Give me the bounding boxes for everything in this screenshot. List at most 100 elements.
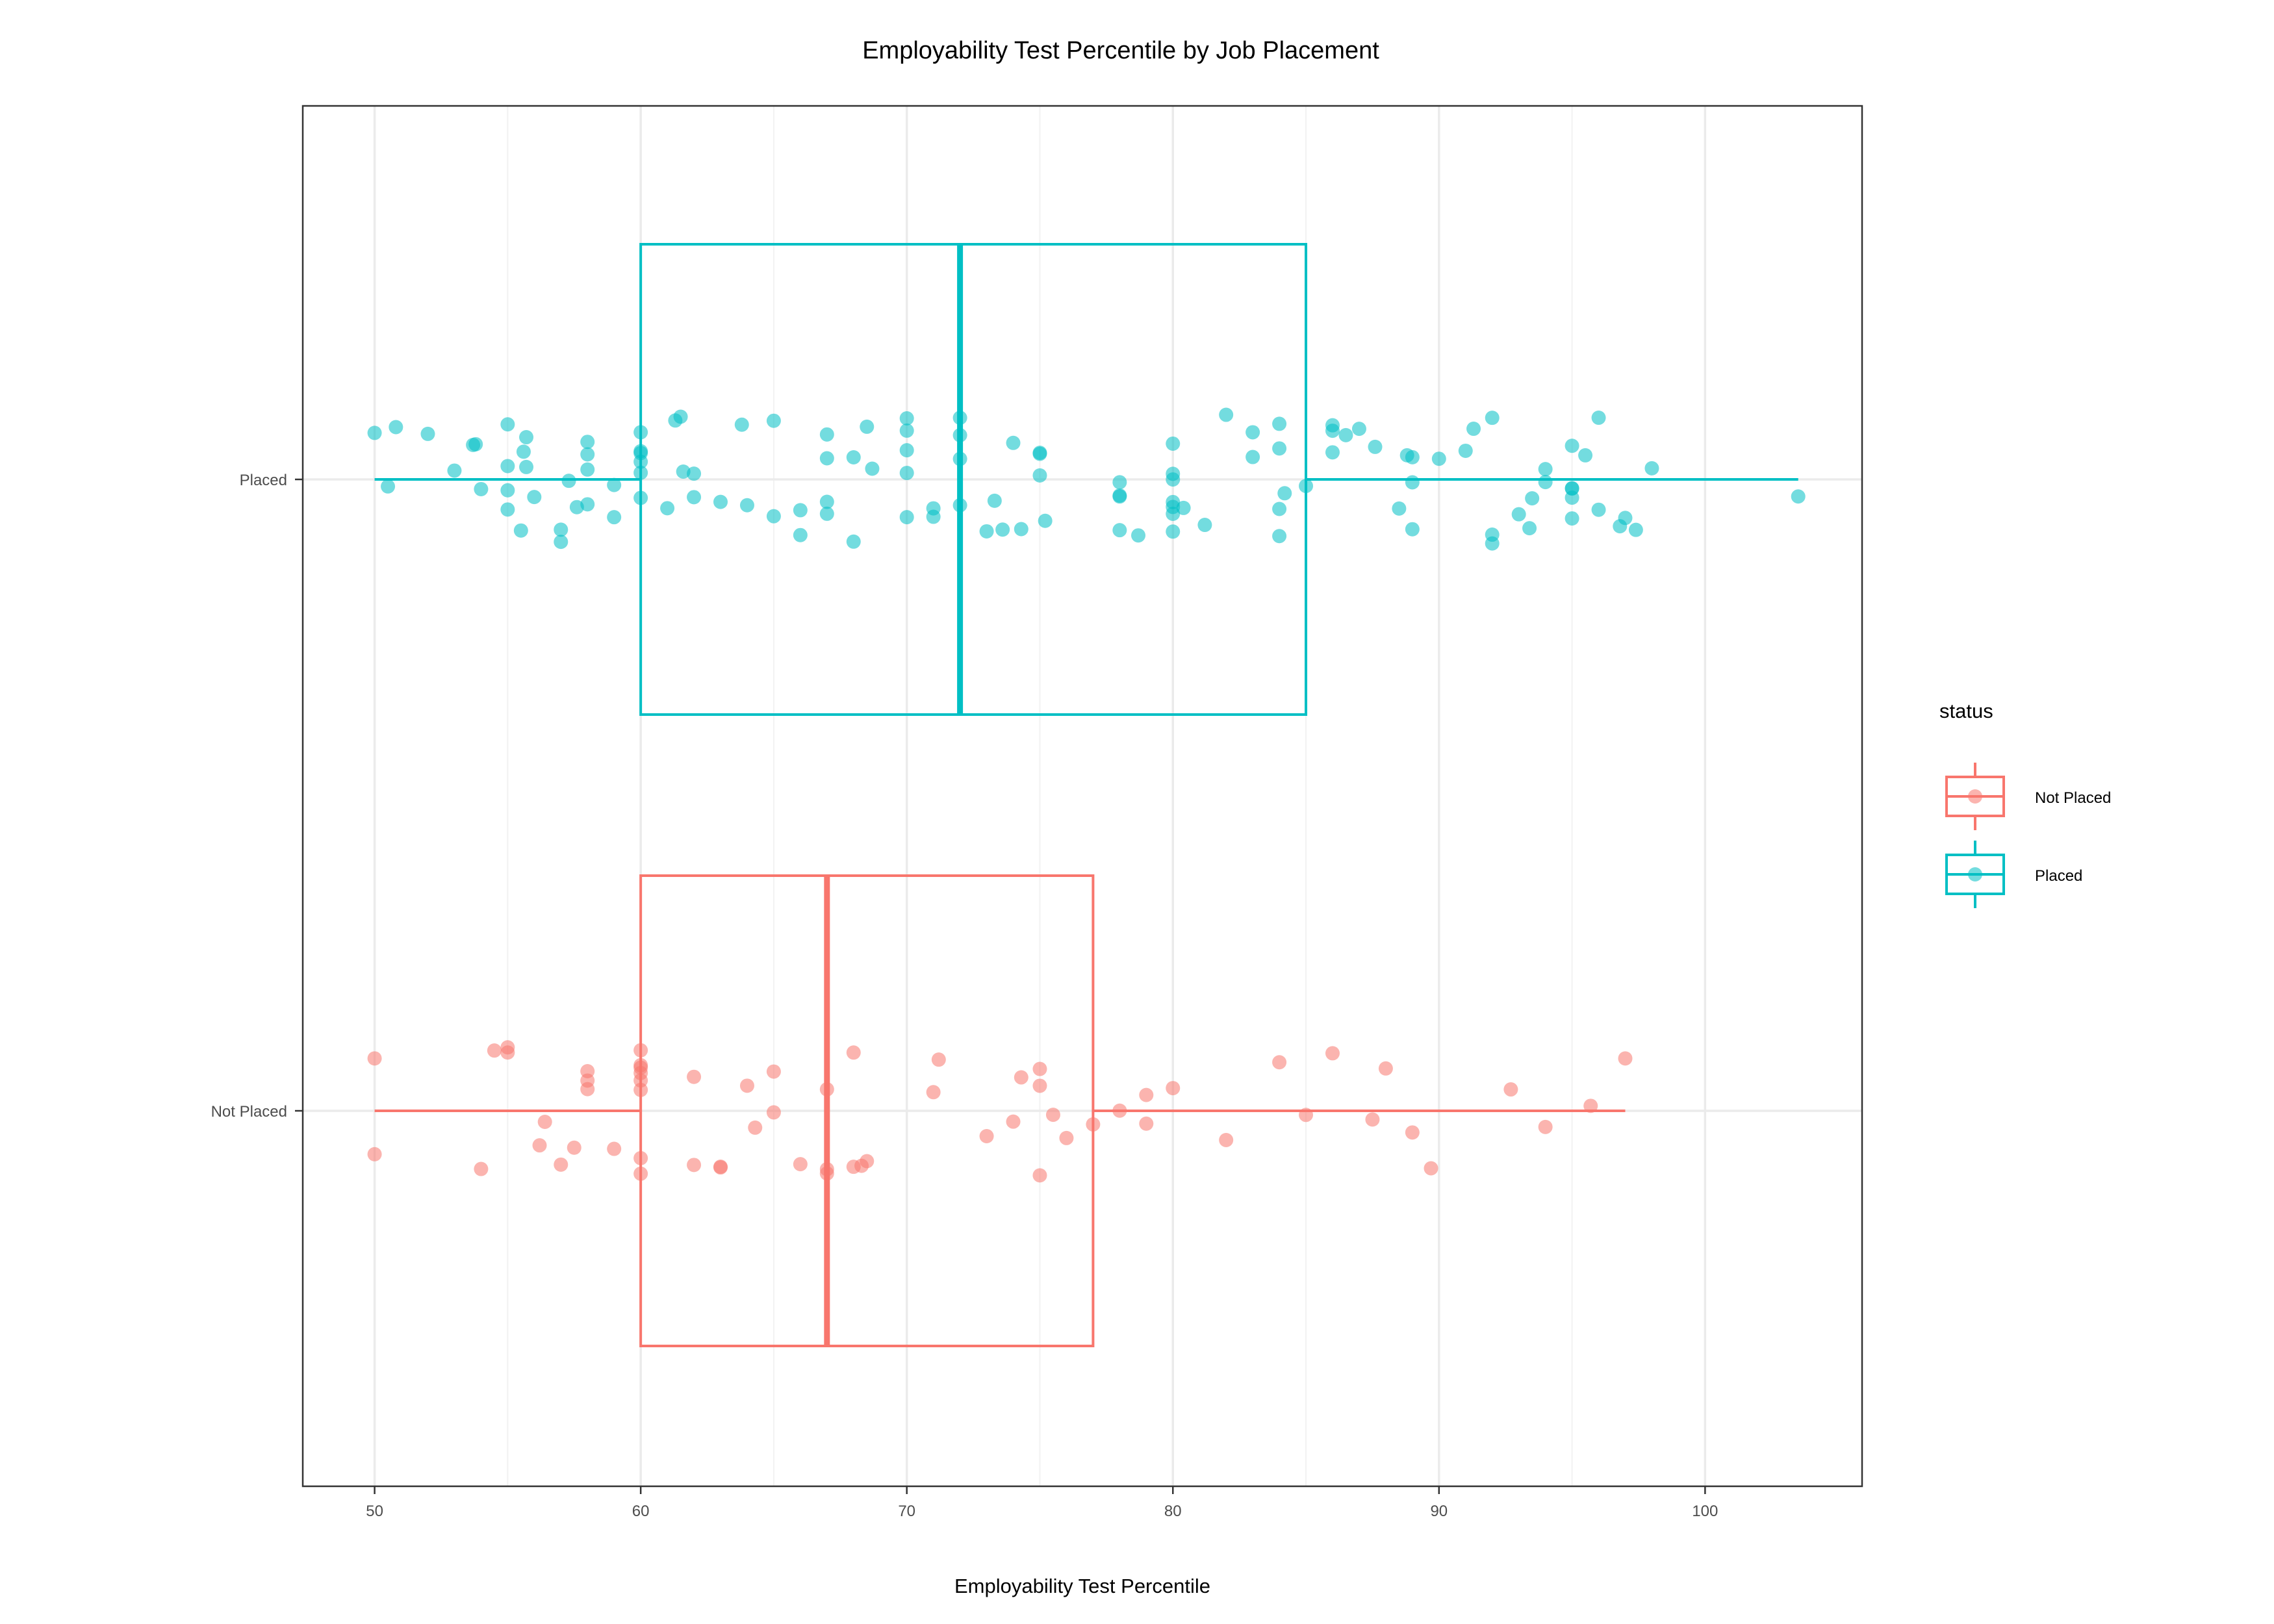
data-point — [1325, 1046, 1340, 1061]
data-point — [713, 1160, 728, 1175]
data-point — [676, 464, 691, 479]
data-point — [1405, 522, 1420, 537]
data-point — [1365, 1112, 1380, 1127]
x-tick-label: 70 — [898, 1503, 915, 1520]
data-point — [1246, 425, 1260, 440]
data-point — [1525, 491, 1540, 506]
plot-panel — [303, 106, 1862, 1486]
data-point — [580, 1073, 595, 1088]
data-point — [739, 1078, 754, 1093]
data-point — [1351, 422, 1366, 437]
data-point — [1112, 523, 1127, 538]
data-point — [474, 1161, 489, 1176]
data-point — [979, 1129, 994, 1144]
data-point — [1166, 524, 1181, 539]
data-point — [1219, 407, 1234, 422]
data-point — [580, 447, 595, 462]
data-point — [1032, 468, 1047, 483]
data-point — [1272, 529, 1287, 544]
data-point — [500, 502, 515, 517]
data-point — [1006, 435, 1021, 450]
data-point — [979, 524, 994, 539]
data-point — [1166, 500, 1181, 514]
data-point — [860, 1154, 875, 1169]
data-point — [487, 1043, 502, 1058]
data-point — [899, 466, 914, 481]
data-point — [1059, 1130, 1074, 1145]
data-point — [527, 490, 542, 505]
data-point — [567, 1140, 581, 1155]
y-tick-label: Not Placed — [211, 1103, 287, 1121]
data-point — [766, 413, 781, 428]
data-point — [1424, 1161, 1438, 1176]
data-point — [1644, 461, 1659, 476]
data-point — [766, 1064, 781, 1079]
data-point — [532, 1138, 547, 1153]
data-point — [1032, 1078, 1047, 1093]
data-point — [1038, 513, 1053, 528]
data-point — [607, 477, 622, 492]
data-point — [367, 425, 382, 440]
data-point — [793, 527, 808, 542]
legend-key-point — [1968, 867, 1982, 882]
data-point — [1485, 527, 1500, 542]
data-point — [1538, 1119, 1553, 1134]
data-point — [748, 1120, 763, 1135]
data-point — [687, 1158, 702, 1173]
data-point — [516, 444, 531, 459]
data-point — [1485, 411, 1500, 425]
data-point — [819, 506, 834, 521]
data-point — [1583, 1098, 1598, 1113]
data-point — [931, 1052, 946, 1067]
data-point — [899, 423, 914, 438]
data-point — [513, 523, 528, 538]
axes: 50 60 70 80 90 100 Not Placed Placed — [211, 472, 1718, 1520]
data-point — [580, 497, 595, 512]
data-point — [1338, 427, 1353, 442]
data-point — [500, 459, 515, 474]
data-point — [500, 417, 515, 432]
data-point — [420, 426, 435, 441]
data-point — [865, 461, 880, 476]
data-point — [1166, 1081, 1181, 1096]
data-point — [766, 1105, 781, 1120]
data-point — [1538, 475, 1553, 490]
data-point — [580, 462, 595, 477]
data-point — [1219, 1132, 1234, 1147]
data-point — [687, 1069, 702, 1084]
legend-label: Not Placed — [2035, 789, 2111, 807]
data-point — [1272, 416, 1287, 431]
data-point — [500, 1045, 515, 1060]
data-point — [1591, 411, 1606, 425]
data-point — [1578, 448, 1593, 463]
chart-title: Employability Test Percentile by Job Pla… — [862, 37, 1379, 64]
data-point — [1431, 451, 1446, 466]
data-point — [926, 501, 941, 516]
legend-label: Placed — [2035, 867, 2082, 885]
data-point — [1325, 424, 1340, 438]
y-tick-label: Placed — [240, 472, 287, 489]
data-point — [1565, 490, 1579, 505]
data-point — [734, 417, 749, 432]
data-point — [687, 490, 702, 505]
data-point — [860, 419, 875, 434]
data-point — [519, 430, 534, 445]
data-point — [607, 1141, 622, 1156]
x-tick-label: 60 — [632, 1503, 650, 1520]
data-point — [1538, 462, 1553, 477]
data-point — [1139, 1087, 1154, 1102]
data-point — [389, 420, 403, 435]
data-point — [987, 493, 1002, 508]
data-point — [1405, 475, 1420, 490]
data-point — [1511, 507, 1526, 522]
data-point — [466, 437, 481, 452]
data-point — [1014, 522, 1028, 537]
data-point — [1139, 1116, 1154, 1131]
data-point — [1112, 475, 1127, 490]
data-point — [1628, 522, 1643, 537]
data-point — [899, 510, 914, 525]
legend-title: status — [1939, 700, 1993, 722]
data-point — [607, 510, 622, 525]
data-point — [766, 509, 781, 524]
data-point — [1325, 445, 1340, 460]
